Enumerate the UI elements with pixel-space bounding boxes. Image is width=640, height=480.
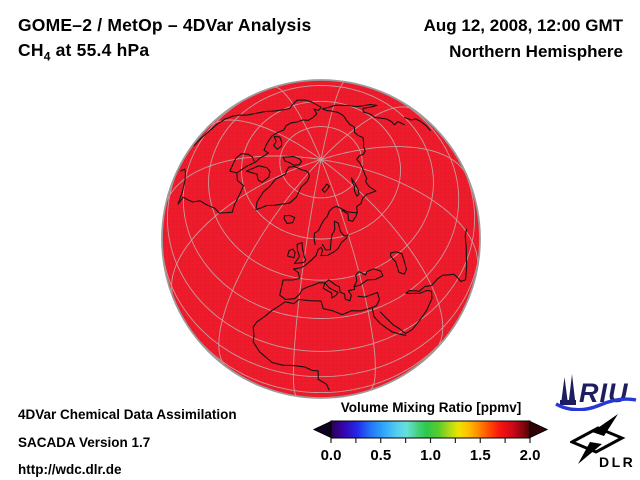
plot-title-block: GOME–2 / MetOp – 4DVar Analysis CH4 at 5… [18, 13, 311, 70]
tick-label-1: 0.5 [370, 447, 392, 464]
plot-datetime: Aug 12, 2008, 12:00 GMT [423, 16, 623, 35]
hemisphere-label: Northern Hemisphere [449, 42, 623, 61]
plot-title: GOME–2 / MetOp – 4DVar Analysis [18, 15, 312, 35]
plot-subtitle: CH4 at 55.4 hPa [18, 40, 150, 64]
colorbar-tick-labels: 0.0 0.5 1.0 1.5 2.0 [321, 447, 541, 465]
tick-label-0: 0.0 [320, 447, 342, 464]
colorbar-section: Volume Mixing Ratio [ppmv] 0.0 0.5 1.0 1… [308, 400, 554, 470]
tick-label-2: 1.0 [420, 447, 441, 464]
colorbar-gradient [330, 420, 531, 439]
colorbar-ticks [330, 438, 531, 443]
globe-limb [161, 79, 481, 399]
colorbar-left-arrow-icon [312, 420, 333, 439]
colorbar-title: Volume Mixing Ratio [ppmv] [340, 400, 522, 415]
tick-label-4: 2.0 [519, 447, 541, 464]
colorbar [312, 420, 549, 443]
dlr-text: DLR [599, 454, 635, 470]
dlr-logo: DLR [570, 414, 635, 470]
footer-version-line: SACADA Version 1.7 [18, 434, 151, 450]
riu-logo: RIU [555, 374, 637, 411]
plot-date-block: Aug 12, 2008, 12:00 GMT Northern Hemisph… [424, 13, 623, 65]
coastlines [177, 99, 468, 391]
cathedral-icon [560, 374, 576, 405]
tick-label-3: 1.5 [469, 447, 491, 464]
colorbar-right-arrow-icon [528, 420, 549, 439]
footer-product-line: 4DVar Chemical Data Assimilation [18, 407, 237, 422]
footer-block: 4DVar Chemical Data Assimilation SACADA … [18, 401, 237, 480]
dlr-emblem-icon [570, 414, 626, 464]
footer-url-line: http://wdc.dlr.de [18, 462, 122, 477]
riu-wave-icon [555, 397, 637, 411]
